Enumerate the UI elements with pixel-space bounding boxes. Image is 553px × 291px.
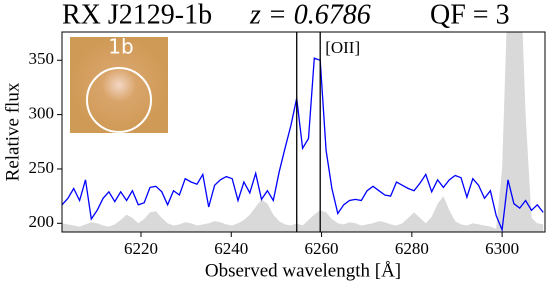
x-axis-label: Observed wavelength [Å] bbox=[205, 260, 401, 281]
y-tick-label: 300 bbox=[29, 104, 55, 123]
line-annotation: [OII] bbox=[325, 38, 360, 57]
y-tick-label: 350 bbox=[29, 49, 55, 68]
y-axis-label: Relative flux bbox=[2, 82, 23, 181]
aperture-circle bbox=[86, 67, 152, 133]
title-name: RX J2129-1b bbox=[62, 0, 212, 30]
title-redshift: z = 0.6786 bbox=[249, 0, 371, 30]
x-tick-label: 6220 bbox=[124, 239, 158, 258]
x-tick-label: 6300 bbox=[485, 239, 519, 258]
axes-frame bbox=[61, 31, 546, 233]
title-quality: QF = 3 bbox=[430, 0, 510, 30]
spectrum-line bbox=[62, 57, 544, 232]
x-tick-label: 6280 bbox=[395, 239, 429, 258]
y-tick-label: 250 bbox=[29, 158, 55, 177]
y-tick-label: 200 bbox=[29, 212, 55, 231]
inset-image: 1b bbox=[70, 35, 168, 133]
plot-area bbox=[62, 32, 544, 232]
x-tick-label: 6260 bbox=[305, 239, 339, 258]
cutout-image bbox=[70, 37, 168, 133]
x-tick-label: 6240 bbox=[214, 239, 248, 258]
inset-label: 1b bbox=[108, 35, 133, 59]
